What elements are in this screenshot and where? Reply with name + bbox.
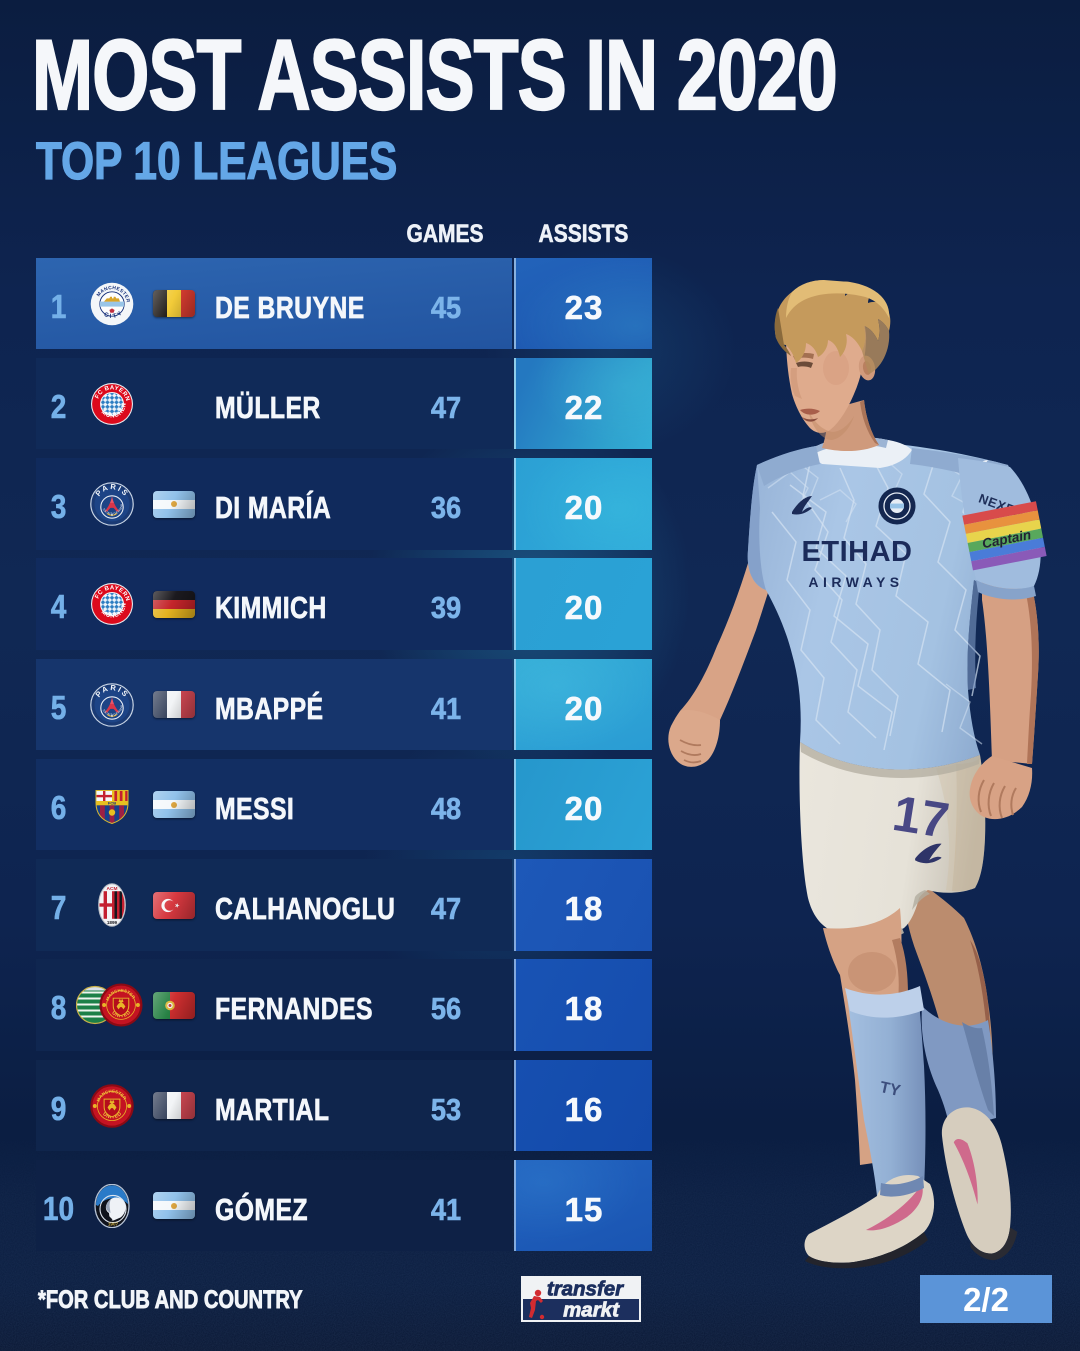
- svg-text:markt: markt: [563, 1299, 620, 1322]
- svg-text:1907: 1907: [108, 1221, 119, 1226]
- svg-text:ACM: ACM: [107, 886, 118, 892]
- svg-text:transfer: transfer: [547, 1278, 624, 1301]
- svg-text:ETIHAD: ETIHAD: [802, 536, 913, 568]
- svg-text:1899: 1899: [107, 920, 118, 925]
- svg-text:AIRWAYS: AIRWAYS: [808, 574, 903, 590]
- svg-text:FCB: FCB: [108, 800, 116, 805]
- svg-text:TY: TY: [878, 1079, 902, 1100]
- svg-text:CITY: CITY: [103, 309, 125, 320]
- svg-text:17: 17: [889, 785, 953, 849]
